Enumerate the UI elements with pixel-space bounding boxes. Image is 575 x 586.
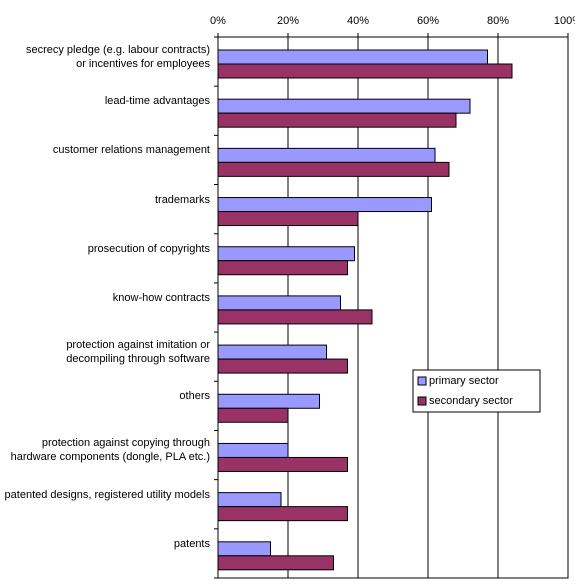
category-label: trademarks — [154, 193, 210, 206]
bar — [217, 393, 320, 409]
bar — [217, 442, 289, 458]
legend-label: primary sector — [429, 375, 499, 387]
bar — [217, 98, 471, 114]
legend-box — [412, 369, 541, 413]
bar — [217, 358, 348, 374]
bar — [217, 506, 348, 522]
x-tick-label: 0% — [210, 15, 226, 27]
bar — [217, 295, 341, 311]
bar — [217, 456, 348, 472]
bar — [217, 492, 282, 508]
bar — [217, 246, 355, 262]
bar — [217, 147, 436, 163]
legend-label: secondary sector — [429, 395, 513, 407]
category-label: lead-time advantages — [104, 95, 210, 108]
bar — [217, 197, 432, 213]
bar — [217, 407, 289, 423]
bar — [217, 49, 488, 65]
legend-swatch — [417, 376, 427, 386]
bar — [217, 541, 271, 557]
category-label: prosecution of copyrights — [87, 242, 210, 255]
bar — [217, 555, 334, 571]
x-tick-label: 100% — [554, 15, 575, 27]
category-label: secrecy pledge (e.g. labour contracts) o… — [25, 44, 210, 70]
x-tick-label: 80% — [487, 15, 509, 27]
bar — [217, 63, 513, 79]
category-label: patents — [173, 537, 210, 550]
bar — [217, 112, 457, 128]
bar — [217, 344, 327, 360]
x-tick-label: 20% — [277, 15, 299, 27]
legend-swatch — [417, 396, 427, 406]
category-label: others — [179, 390, 210, 403]
x-tick-label: 40% — [347, 15, 369, 27]
x-tick-label: 60% — [417, 15, 439, 27]
category-label: customer relations management — [52, 144, 210, 157]
bar — [217, 260, 348, 276]
category-label: protection against imitation or decompil… — [66, 339, 210, 366]
category-label: know-how contracts — [112, 291, 210, 304]
bar — [217, 161, 450, 177]
bar — [217, 309, 373, 325]
bar — [217, 211, 359, 227]
category-label: patented designs, registered utility mod… — [4, 488, 210, 501]
category-label: protection against copying through hardw… — [10, 437, 210, 464]
